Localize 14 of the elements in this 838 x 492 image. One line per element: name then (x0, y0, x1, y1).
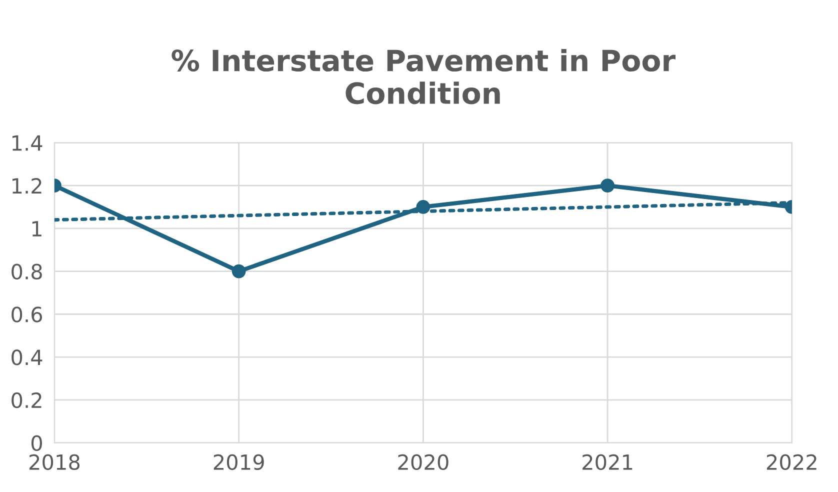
chart-title: % Interstate Pavement in Poor Condition (172, 48, 676, 104)
y-tick-label: 0 (31, 435, 42, 452)
y-tick-label: 0.2 (12, 392, 42, 408)
x-tick-label: 2019 (214, 454, 264, 470)
y-tick-label: 0.4 (12, 350, 42, 366)
y-tick-label: 1.2 (12, 178, 42, 194)
x-tick-label: 2018 (29, 454, 80, 470)
y-tick-label: 0.6 (12, 306, 42, 322)
y-tick-label: 0.8 (12, 264, 42, 280)
y-tick-label: 1 (32, 221, 42, 236)
y-tick-label: 1.4 (12, 135, 42, 151)
x-tick-label: 2021 (582, 454, 632, 470)
x-tick-label: 2020 (398, 454, 448, 470)
x-tick-label: 2022 (766, 454, 816, 470)
